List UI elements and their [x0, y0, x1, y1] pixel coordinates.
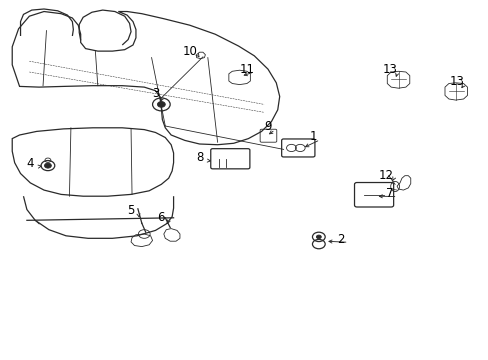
Text: 10: 10	[182, 45, 197, 58]
Text: 4: 4	[26, 157, 34, 170]
Text: 5: 5	[127, 204, 135, 217]
Text: 8: 8	[195, 151, 203, 164]
Text: 11: 11	[239, 63, 254, 76]
Circle shape	[316, 235, 321, 239]
Text: 9: 9	[264, 120, 271, 133]
Text: 1: 1	[308, 130, 316, 143]
Text: 2: 2	[337, 233, 345, 246]
Text: 13: 13	[449, 75, 464, 87]
Circle shape	[44, 163, 51, 168]
Text: 3: 3	[151, 87, 159, 100]
Text: 7: 7	[386, 187, 393, 200]
Text: 13: 13	[382, 63, 397, 76]
Text: 6: 6	[157, 211, 165, 224]
Circle shape	[157, 102, 165, 107]
Text: 12: 12	[378, 169, 393, 182]
